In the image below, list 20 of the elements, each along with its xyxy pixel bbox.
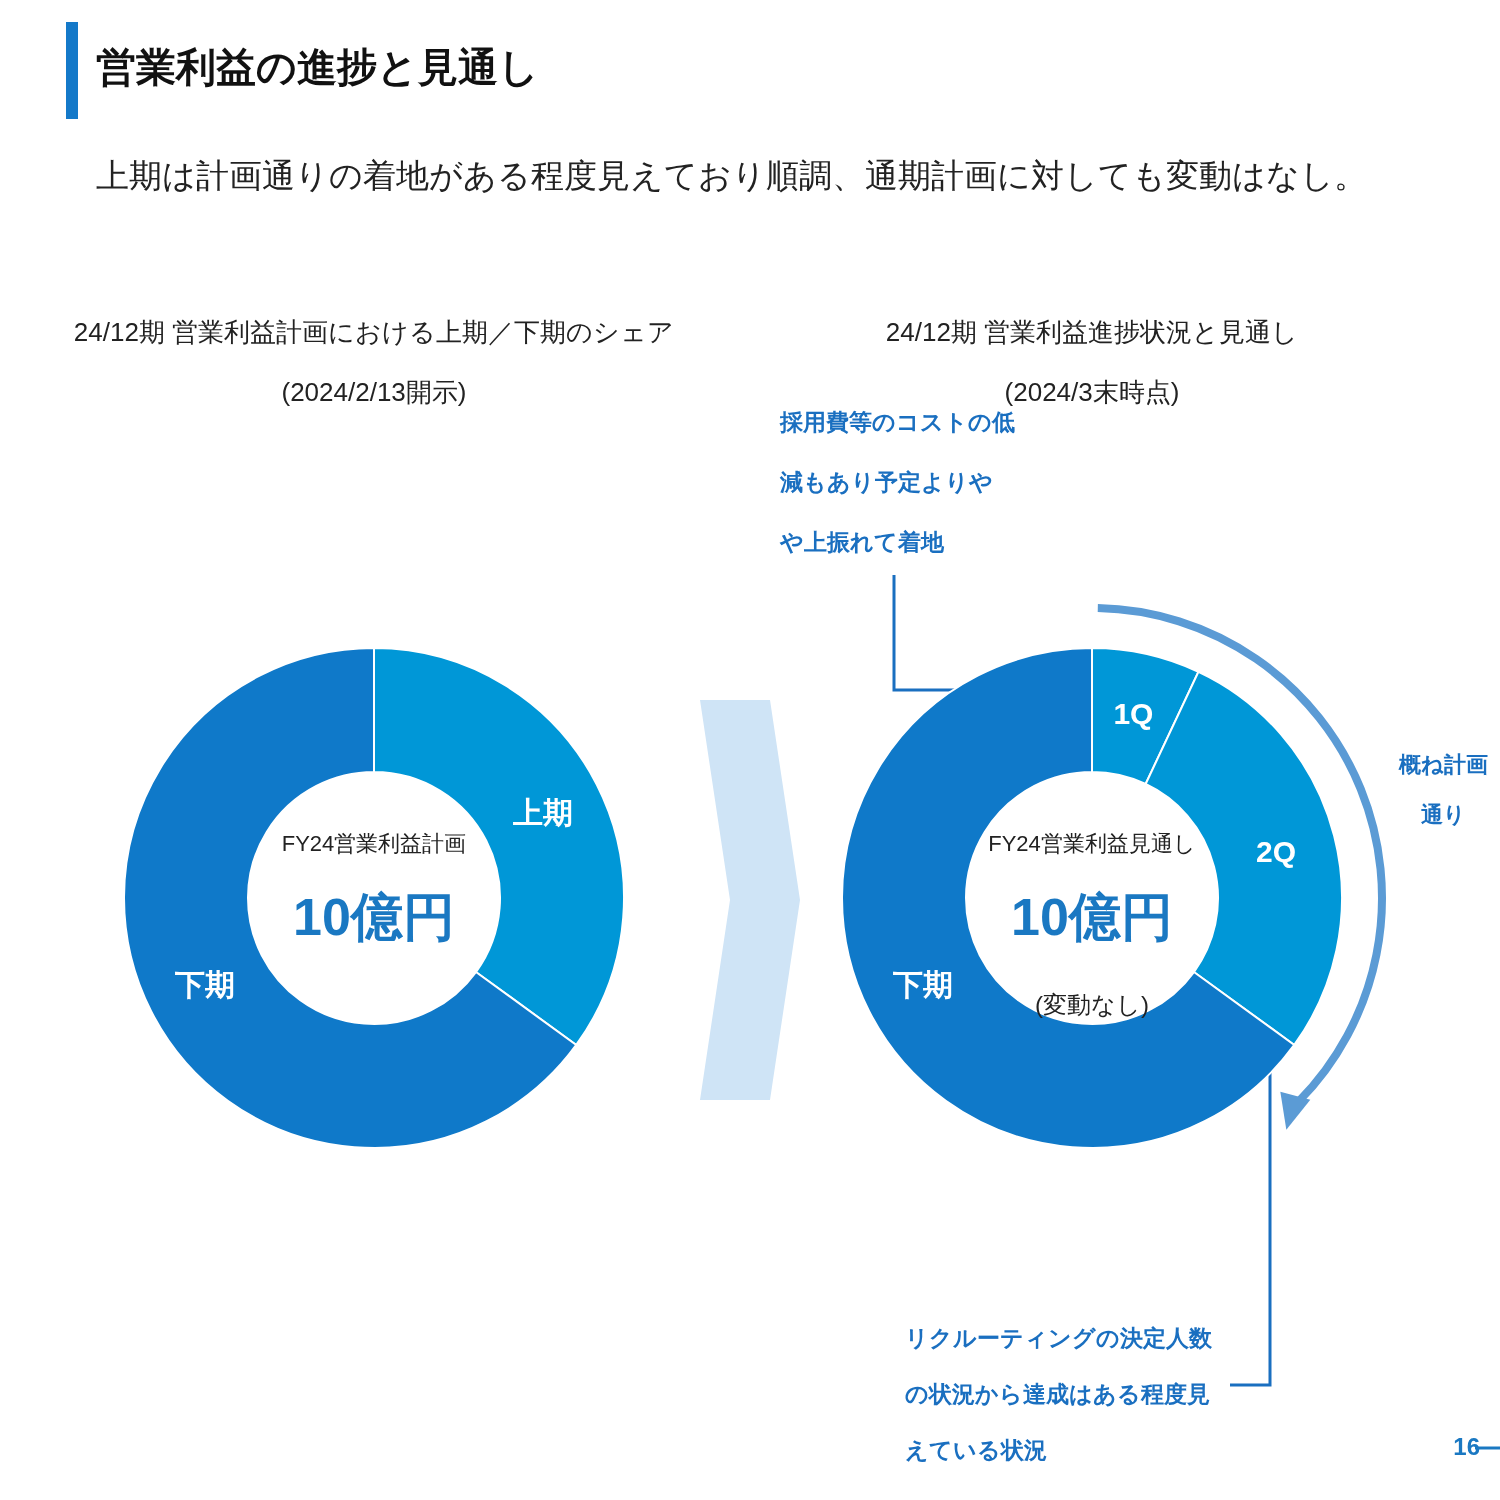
text: (変動なし) (1034, 990, 1150, 1020)
chart-title: 24/12期 営業利益計画における上期／下期のシェア (72, 316, 676, 349)
slice-label: 1Q (1113, 696, 1154, 730)
chart-subtitle: (2024/3末時点) (1003, 376, 1181, 409)
text: FY24営業利益見通し (987, 830, 1197, 858)
text: 営業利益の進捗と見通し (96, 44, 540, 91)
chart-subtitle: (2024/2/13開示) (280, 376, 468, 409)
text: リクルーティングの決定人数の状況から達成はある程度見えている状況 (905, 1325, 1212, 1463)
text: 10億円 (1010, 887, 1174, 948)
slice-label: 2Q (1256, 834, 1297, 868)
chart-title: 24/12期 営業利益進捗状況と見通し (884, 316, 1300, 349)
text: 採用費等のコストの低減もあり予定よりやや上振れて着地 (780, 409, 1015, 555)
slice-label: 下期 (891, 968, 953, 1002)
text: 16 (1452, 1432, 1480, 1462)
slice-label: 上期 (512, 795, 574, 829)
text: FY24営業利益計画 (280, 830, 468, 858)
text: 概ね計画通り (1397, 751, 1489, 829)
text: 10億円 (292, 887, 456, 948)
slice-label: 下期 (173, 968, 235, 1002)
text: 上期は計画通りの着地がある程度見えており順調、通期計画に対しても変動はなし。 (96, 156, 1368, 196)
